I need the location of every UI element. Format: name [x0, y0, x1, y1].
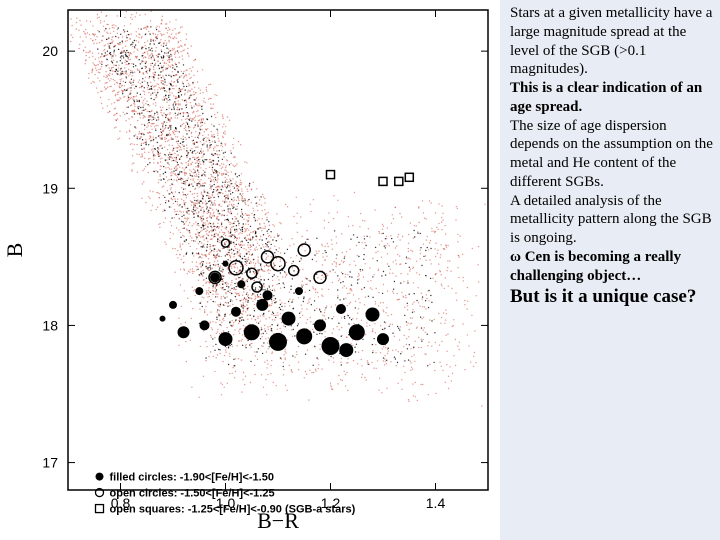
plot-svg: 0.81.01.21.417181920B−RBfilled circles: … [0, 0, 500, 540]
caption-p6: But is it a unique case? [510, 285, 714, 309]
caption-p5: ω Cen is becoming a really challenging o… [510, 248, 714, 286]
caption-p1: Stars at a given metallicity have a larg… [510, 4, 714, 79]
cmd-scatter-plot: 0.81.01.21.417181920B−RBfilled circles: … [0, 0, 500, 540]
caption-p3: The size of age dispersion depends on th… [510, 117, 714, 192]
open-squares-series [327, 171, 414, 186]
y-axis-label: B [2, 243, 27, 258]
svg-text:open squares: -1.25<[Fe/H]<-0.: open squares: -1.25<[Fe/H]<-0.90 (SGB-a … [110, 504, 356, 516]
caption-p2: This is a clear indication of an age spr… [510, 79, 714, 117]
omega-cen: ω Cen [510, 249, 554, 265]
svg-text:filled circles: -1.90<[Fe/H]<-: filled circles: -1.90<[Fe/H]<-1.50 [110, 472, 274, 484]
svg-text:20: 20 [42, 43, 58, 59]
svg-text:19: 19 [42, 180, 58, 196]
caption-p4: A detailed analysis of the metallicity p… [510, 192, 714, 248]
svg-text:17: 17 [42, 455, 58, 471]
svg-text:open circles: -1.50<[Fe/H]<-1.: open circles: -1.50<[Fe/H]<-1.25 [110, 488, 275, 500]
svg-text:1.4: 1.4 [426, 495, 446, 511]
legend: filled circles: -1.90<[Fe/H]<-1.50 open c… [96, 472, 356, 516]
axis-box [68, 10, 488, 490]
caption-panel: Stars at a given metallicity have a larg… [500, 0, 720, 540]
ticks: 0.81.01.21.417181920 [42, 10, 488, 511]
svg-text:18: 18 [42, 317, 58, 333]
